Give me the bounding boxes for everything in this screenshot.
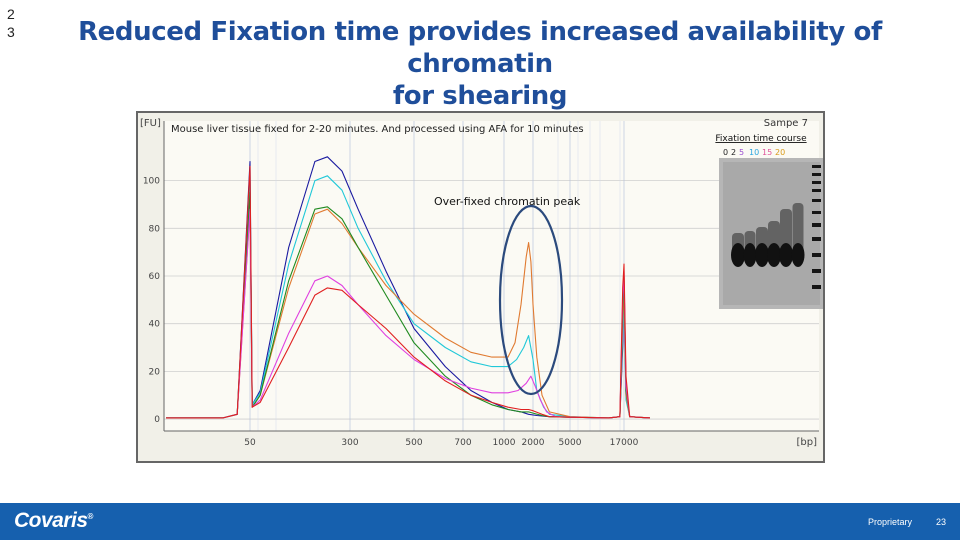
gel-band [779, 243, 793, 267]
electropherogram-panel: 0 20 40 60 80 100 50 300 500 700 1000 2000 5000 17000… [136, 111, 825, 463]
title-line-1: Reduced Fixation time provides increased… [78, 17, 882, 79]
annotation-label: Over-fixed chromatin peak [434, 195, 581, 208]
y-tick-label: 100 [143, 177, 160, 187]
gel-caption: Fixation time course [715, 134, 807, 144]
gel-lane-label: 5 [739, 148, 744, 157]
gel-band [755, 243, 769, 267]
series-line-red [166, 165, 651, 419]
gel-band [743, 243, 757, 267]
logo-registered-mark: ® [87, 512, 94, 521]
y-tick-label: 80 [149, 224, 161, 234]
x-tick-label: 50 [244, 438, 256, 448]
y-tick-label: 0 [154, 415, 160, 425]
y-tick-label: 20 [149, 367, 161, 377]
gel-sample-label: Sampe 7 [764, 118, 808, 129]
y-axis-label: [FU] [140, 118, 161, 129]
x-tick-label: 700 [454, 438, 471, 448]
gel-lane-label: 2 [731, 148, 736, 157]
highlight-ellipse [498, 204, 564, 396]
title-line-2: for shearing [392, 81, 568, 111]
gel-band [767, 243, 781, 267]
gel-lane-label: 0 [723, 148, 728, 157]
x-tick-label: 1000 [493, 438, 516, 448]
x-tick-label: 17000 [610, 438, 639, 448]
y-tick-label: 40 [149, 320, 161, 330]
gel-ladder-band [812, 237, 821, 241]
slide-number-line2: 3 [7, 24, 15, 40]
gel-ladder-band [812, 285, 821, 289]
gel-band [731, 243, 745, 267]
x-tick-label: 2000 [522, 438, 545, 448]
x-tick-label: 500 [405, 438, 422, 448]
gel-ladder-band [812, 223, 821, 227]
gel-ladder-band [812, 181, 821, 184]
proprietary-label: Proprietary [868, 517, 913, 527]
chart-title: Mouse liver tissue fixed for 2-20 minute… [171, 124, 584, 135]
gel-lane-label: 20 [775, 148, 785, 157]
gel-ladder-band [812, 189, 821, 192]
x-tick-label: 300 [341, 438, 358, 448]
slide-number-line1: 2 [7, 6, 15, 22]
page-number: 23 [936, 517, 947, 527]
gel-ladder-band [812, 253, 821, 257]
y-tick-label: 60 [149, 272, 161, 282]
x-tick-label: 5000 [559, 438, 582, 448]
gel-ladder-band [812, 211, 821, 214]
slide-number: 2 3 [7, 5, 15, 41]
gel-ladder-band [812, 173, 821, 176]
gel-lane-label: 15 [762, 148, 772, 157]
gel-band [791, 243, 805, 267]
x-axis-label: [bp] [797, 437, 818, 448]
covaris-logo: Covaris® [14, 509, 93, 533]
gel-ladder-band [812, 269, 821, 273]
gel-ladder-band [812, 199, 821, 202]
gel-lane-label: 10 [749, 148, 759, 157]
logo-text: Covaris [14, 509, 88, 532]
gel-ladder-band [812, 165, 821, 168]
slide-title: Reduced Fixation time provides increased… [60, 16, 900, 112]
footer-bar [0, 503, 960, 540]
